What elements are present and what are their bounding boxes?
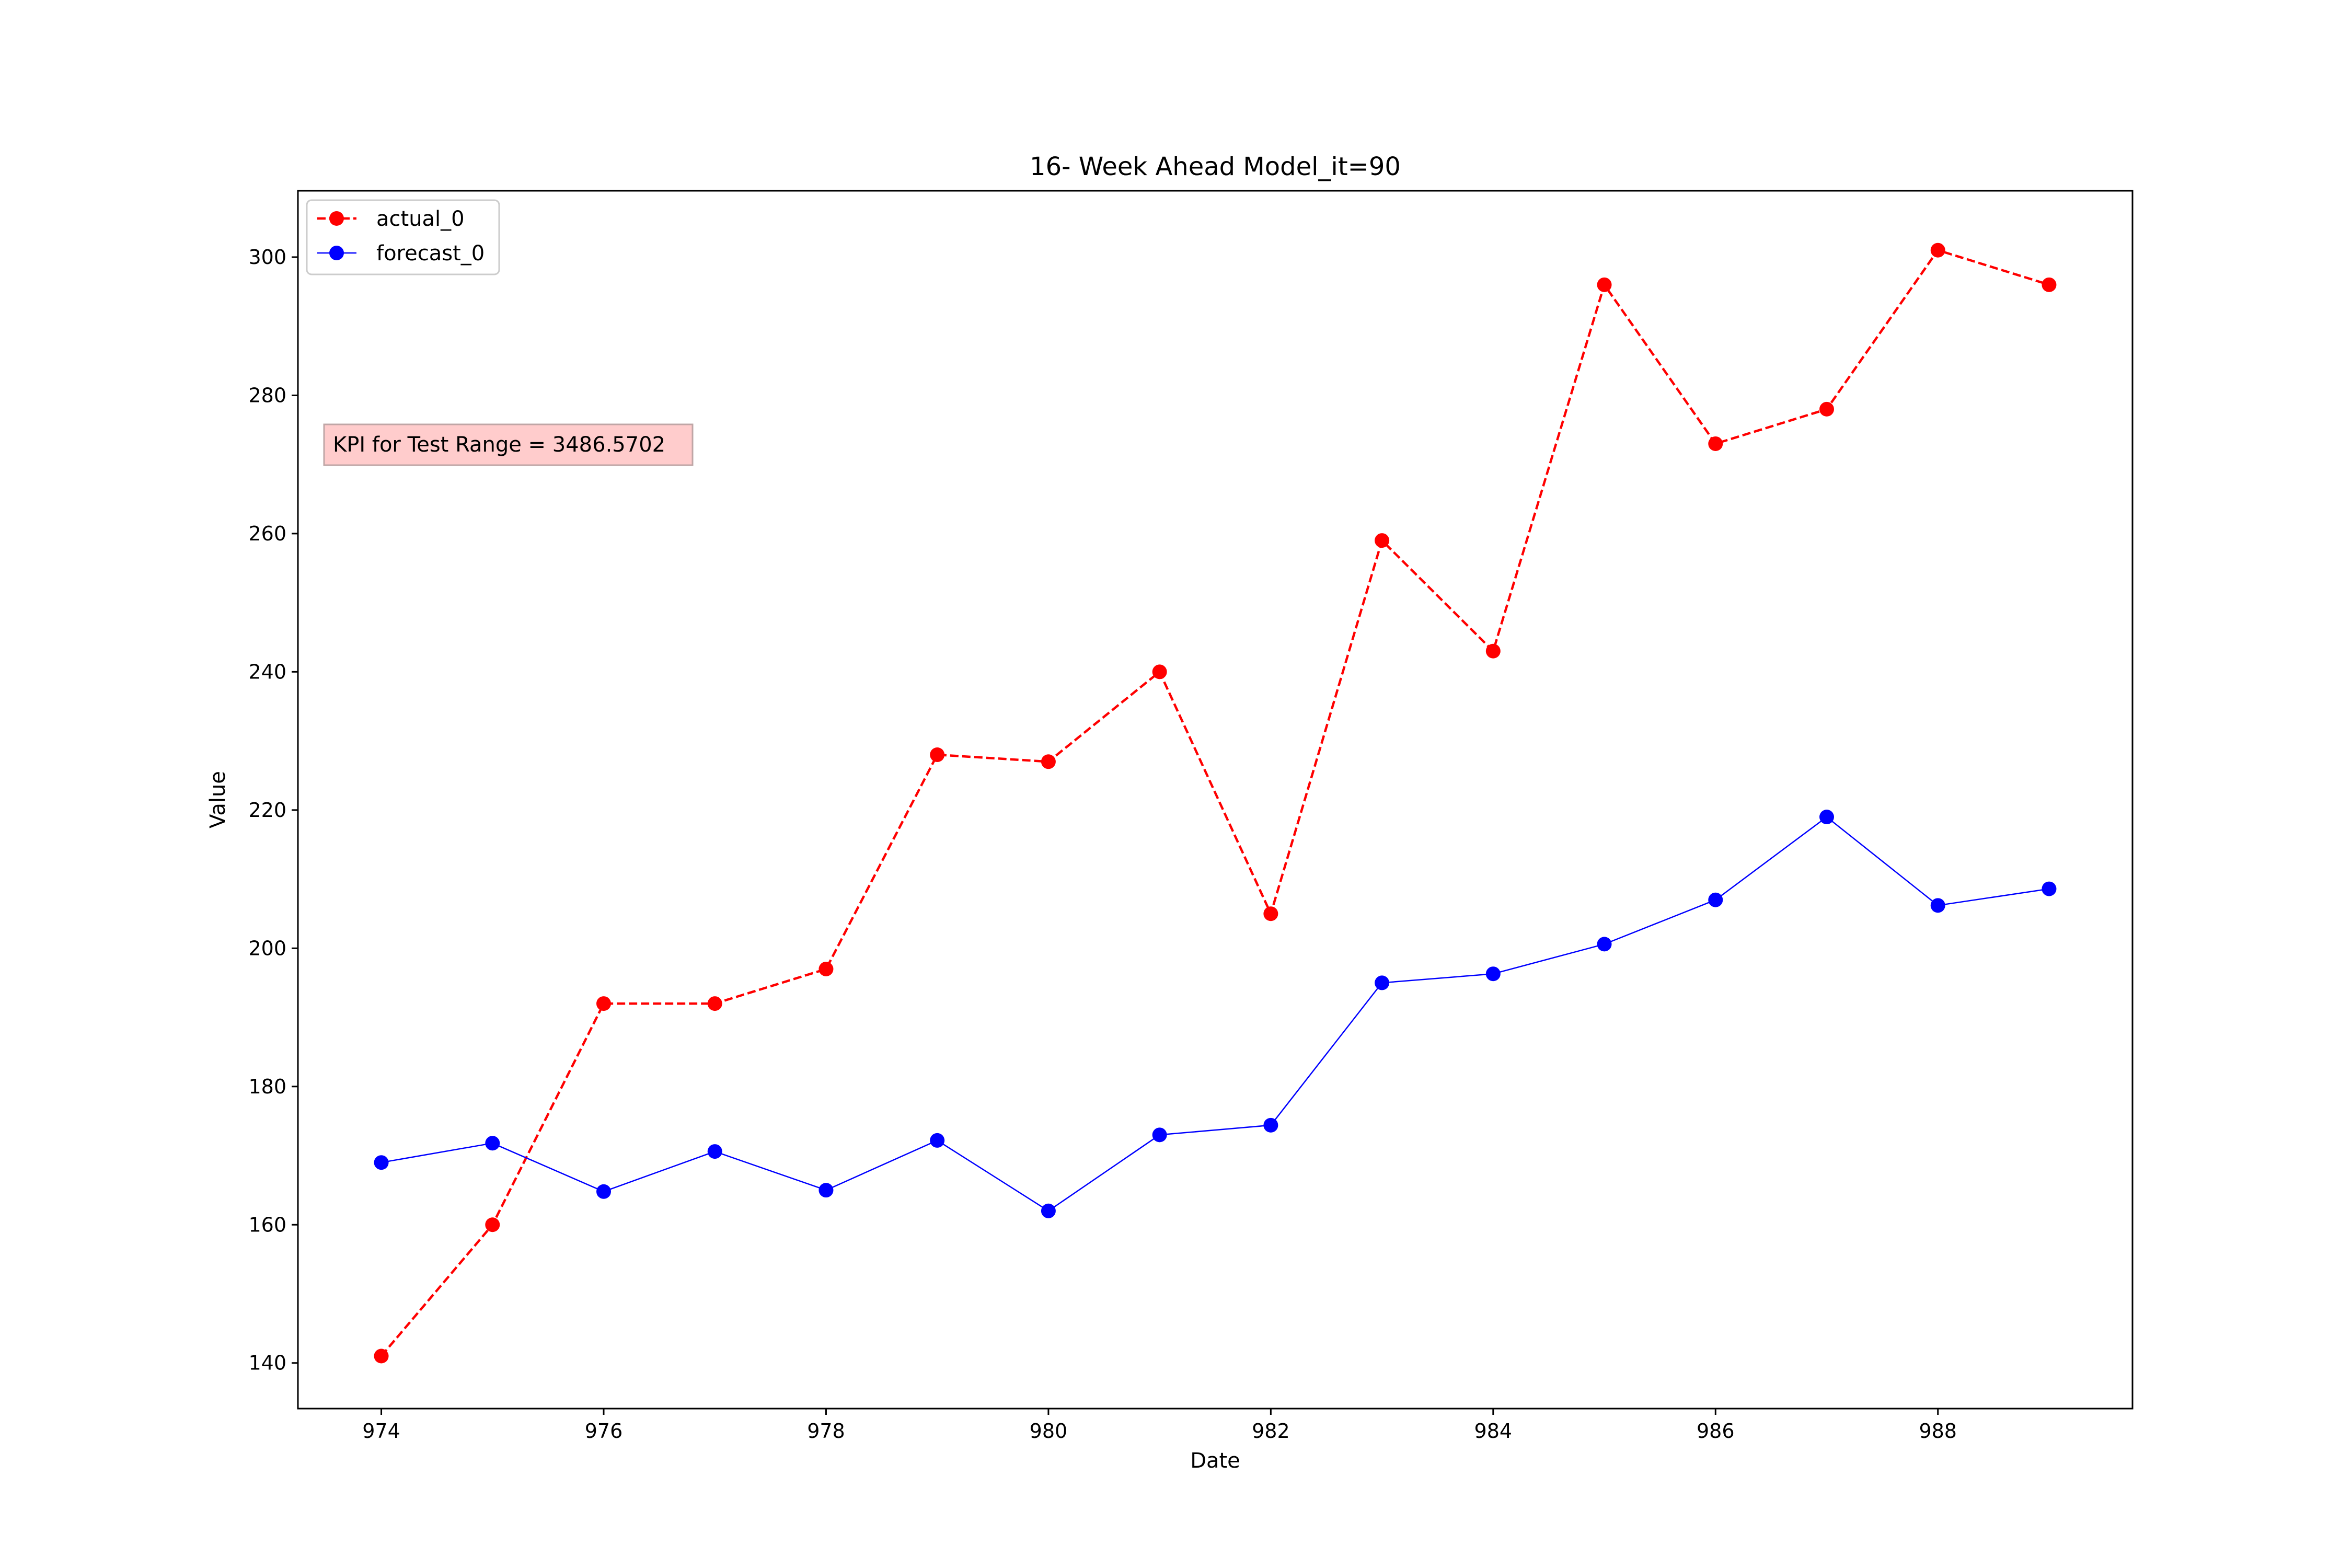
kpi-annotation: KPI for Test Range = 3486.5702 [323, 423, 694, 466]
y-tick-label: 140 [248, 1352, 286, 1375]
data-point-actual-0 [1152, 664, 1167, 679]
data-point-forecast-0 [1152, 1127, 1167, 1143]
y-axis-ticks: 140 160 180 200 220 240 260 280 300 [248, 246, 298, 1375]
y-tick-label: 300 [248, 246, 286, 269]
legend-label-actual: actual_0 [376, 207, 465, 231]
data-point-actual-0 [1597, 277, 1612, 292]
y-tick-label: 240 [248, 660, 286, 683]
data-point-actual-0 [1930, 243, 1945, 258]
data-point-actual-0 [1485, 643, 1501, 659]
x-tick-label: 974 [362, 1420, 400, 1443]
x-tick-label: 984 [1474, 1420, 1513, 1443]
x-tick-label: 976 [585, 1420, 623, 1443]
data-point-forecast-0 [1708, 892, 1723, 907]
data-point-actual-0 [374, 1348, 389, 1364]
legend: actual_0 forecast_0 [306, 199, 500, 275]
data-point-actual-0 [707, 996, 722, 1011]
data-point-forecast-0 [1263, 1117, 1278, 1133]
data-point-forecast-0 [1819, 810, 1834, 825]
data-point-forecast-0 [1597, 937, 1612, 952]
series-line-actual-0 [380, 249, 2050, 1357]
data-point-actual-0 [1263, 906, 1278, 921]
data-point-actual-0 [1708, 436, 1723, 451]
chart-title: 16- Week Ahead Model_it=90 [1030, 152, 1401, 181]
x-axis-ticks: 974 976 978 980 982 984 986 988 [362, 1409, 1957, 1443]
data-point-forecast-0 [1930, 898, 1945, 913]
x-tick-label: 988 [1919, 1420, 1957, 1443]
y-tick-label: 280 [248, 384, 286, 407]
legend-swatch-forecast-marker [329, 246, 344, 260]
series-layer [374, 243, 2057, 1364]
y-tick-label: 260 [248, 522, 286, 545]
x-tick-label: 986 [1697, 1420, 1735, 1443]
kpi-annotation-box [323, 423, 694, 466]
data-point-forecast-0 [1375, 975, 1390, 990]
data-point-actual-0 [485, 1217, 500, 1232]
data-point-forecast-0 [374, 1155, 389, 1170]
y-tick-label: 160 [248, 1213, 286, 1236]
data-point-actual-0 [930, 747, 945, 763]
y-tick-label: 180 [248, 1075, 286, 1098]
y-tick-label: 200 [248, 937, 286, 960]
legend-entry-actual: actual_0 [317, 207, 465, 231]
data-point-actual-0 [596, 996, 611, 1011]
legend-entry-forecast: forecast_0 [317, 241, 485, 266]
data-point-forecast-0 [818, 1183, 834, 1198]
data-point-actual-0 [1819, 401, 1834, 417]
data-point-forecast-0 [1041, 1203, 1056, 1218]
series-line-forecast-0 [381, 816, 2049, 1212]
x-tick-label: 980 [1030, 1420, 1068, 1443]
legend-swatch-actual-marker [329, 211, 344, 226]
axes-frame [297, 190, 2134, 1410]
data-point-forecast-0 [596, 1184, 611, 1199]
data-point-forecast-0 [707, 1144, 722, 1159]
x-tick-label: 982 [1252, 1420, 1290, 1443]
data-point-forecast-0 [2042, 881, 2057, 896]
legend-label-forecast: forecast_0 [376, 241, 485, 266]
y-axis-label: Value [206, 771, 230, 828]
data-point-actual-0 [2042, 277, 2057, 292]
data-point-actual-0 [1041, 754, 1056, 769]
data-point-forecast-0 [1485, 966, 1501, 982]
x-axis-label: Date [1190, 1449, 1240, 1473]
data-point-actual-0 [1375, 533, 1390, 548]
plot-area [297, 190, 2134, 1410]
x-tick-label: 978 [807, 1420, 845, 1443]
data-point-forecast-0 [485, 1136, 500, 1151]
data-point-forecast-0 [930, 1133, 945, 1148]
data-point-actual-0 [818, 961, 834, 976]
y-tick-label: 220 [248, 799, 286, 822]
kpi-annotation-text: KPI for Test Range = 3486.5702 [333, 433, 665, 457]
